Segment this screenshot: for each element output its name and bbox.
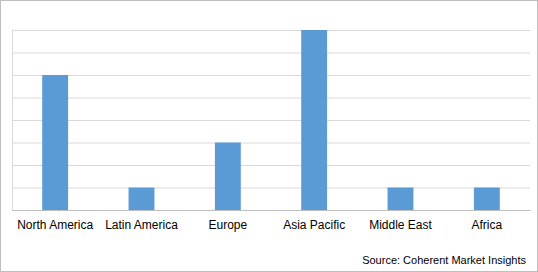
grid-line [12, 75, 530, 76]
x-tick-label: Europe [208, 218, 247, 232]
grid-line [12, 30, 530, 31]
x-tick: Latin America [105, 218, 178, 232]
y-tick [12, 143, 530, 144]
x-tick-label: Africa [471, 218, 502, 232]
frame [1, 1, 538, 272]
x-tick-label: Asia Pacific [283, 218, 345, 232]
bars [42, 30, 500, 210]
grid-line [12, 53, 530, 54]
grid-line [12, 210, 530, 211]
y-axis [12, 31, 530, 211]
x-axis: North America Latin America Europe Asia Pac… [13, 211, 531, 232]
x-tick-label: North America [17, 218, 93, 232]
x-tick: Europe [208, 218, 247, 232]
y-tick [12, 30, 530, 31]
bar [129, 188, 155, 211]
y-axis-line [13, 31, 531, 211]
y-tick [12, 120, 530, 121]
source-note: Source: Coherent Market Insights [362, 254, 526, 266]
y-tick [12, 165, 530, 166]
x-tick: Africa [471, 218, 502, 232]
bar [388, 188, 414, 211]
plot: North America Latin America Europe Asia Pac… [12, 30, 531, 232]
bar [42, 75, 68, 210]
y-tick [12, 98, 530, 99]
grid-line [12, 165, 530, 166]
grid-line [12, 120, 530, 121]
y-tick [12, 188, 530, 189]
grid-line [12, 98, 530, 99]
bar [301, 30, 327, 210]
y-tick [12, 75, 530, 76]
bar [215, 143, 241, 211]
x-tick: North America [17, 218, 93, 232]
y-tick [12, 53, 530, 54]
grid-line [12, 188, 530, 189]
y-tick [12, 210, 530, 211]
grid-line [12, 143, 530, 144]
chart: North America Latin America Europe Asia Pac… [0, 0, 538, 272]
x-tick: Middle East [369, 218, 432, 232]
bar [474, 188, 500, 211]
x-tick-label: Latin America [105, 218, 178, 232]
x-tick: Asia Pacific [283, 218, 345, 232]
x-axis-line [13, 210, 531, 211]
x-tick-label: Middle East [369, 218, 432, 232]
